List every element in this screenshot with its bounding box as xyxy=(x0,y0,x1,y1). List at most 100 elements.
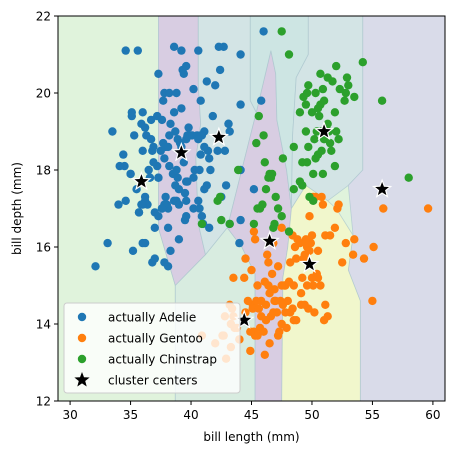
data-point-series-0 xyxy=(165,161,174,171)
data-point-series-2 xyxy=(317,146,326,155)
data-point-series-0 xyxy=(235,238,244,248)
data-point-series-2 xyxy=(213,196,222,205)
data-point-series-2 xyxy=(313,104,323,113)
data-point-series-2 xyxy=(334,135,343,144)
data-point-series-0 xyxy=(161,192,170,202)
data-point-series-0 xyxy=(206,165,215,175)
data-point-series-2 xyxy=(252,138,261,148)
data-point-series-2 xyxy=(254,111,263,121)
x-tick-label: 45 xyxy=(244,408,259,422)
data-point-series-0 xyxy=(163,142,173,152)
data-point-series-0 xyxy=(194,46,203,55)
data-point-series-1 xyxy=(325,231,335,240)
data-point-series-1 xyxy=(295,238,305,248)
data-point-series-1 xyxy=(286,258,295,267)
data-point-series-0 xyxy=(146,135,156,144)
data-point-series-2 xyxy=(315,111,324,121)
data-point-series-2 xyxy=(273,204,283,213)
data-point-series-0 xyxy=(133,46,142,55)
data-point-series-2 xyxy=(304,142,313,152)
data-point-series-0 xyxy=(150,254,159,263)
data-point-series-0 xyxy=(179,158,188,167)
data-point-series-0 xyxy=(200,142,209,152)
data-point-series-0 xyxy=(149,158,158,167)
data-point-series-0 xyxy=(220,146,230,155)
data-point-series-1 xyxy=(241,254,250,263)
data-point-series-0 xyxy=(169,108,179,117)
x-tick-label: 55 xyxy=(365,408,380,422)
data-point-series-1 xyxy=(253,331,262,340)
data-point-series-2 xyxy=(332,127,341,136)
data-point-series-1 xyxy=(243,296,253,306)
data-point-series-2 xyxy=(309,196,318,205)
data-point-series-2 xyxy=(404,173,413,182)
data-point-series-2 xyxy=(327,146,336,155)
data-point-series-0 xyxy=(153,111,162,121)
data-point-series-0 xyxy=(259,27,268,36)
data-point-series-0 xyxy=(194,196,203,205)
data-point-series-2 xyxy=(318,169,328,179)
data-point-series-0 xyxy=(174,200,184,209)
data-point-series-2 xyxy=(316,69,325,79)
data-point-series-0 xyxy=(205,154,214,163)
data-point-series-1 xyxy=(282,323,291,333)
x-tick-label: 40 xyxy=(183,408,198,422)
legend-label-2: actually Chinstrap xyxy=(108,353,217,367)
data-point-series-0 xyxy=(115,161,124,171)
data-point-series-1 xyxy=(305,212,314,221)
data-point-series-1 xyxy=(229,273,238,282)
data-point-series-1 xyxy=(267,269,277,279)
data-point-series-1 xyxy=(307,231,317,240)
x-tick-label: 50 xyxy=(304,408,319,422)
data-point-series-2 xyxy=(318,84,328,94)
data-point-series-1 xyxy=(277,223,286,232)
data-point-series-0 xyxy=(182,61,191,71)
data-point-series-0 xyxy=(214,42,223,51)
cluster-center-marker xyxy=(299,253,320,273)
data-point-series-2 xyxy=(260,158,269,167)
data-point-series-0 xyxy=(180,188,190,198)
data-point-series-2 xyxy=(259,131,268,140)
data-point-series-1 xyxy=(304,304,313,313)
data-point-series-0 xyxy=(221,181,231,190)
data-point-series-1 xyxy=(254,304,263,313)
data-point-series-0 xyxy=(103,238,112,248)
data-point-series-1 xyxy=(257,312,266,321)
data-point-series-0 xyxy=(154,69,163,79)
data-point-series-1 xyxy=(246,346,255,356)
data-point-series-0 xyxy=(91,262,100,271)
data-point-series-1 xyxy=(313,273,323,282)
data-point-series-0 xyxy=(154,212,163,221)
data-point-series-0 xyxy=(144,165,153,175)
cluster-center-marker xyxy=(371,178,393,198)
data-point-series-0 xyxy=(184,123,193,132)
data-point-series-1 xyxy=(298,273,307,282)
data-point-series-0 xyxy=(150,223,159,232)
data-point-series-2 xyxy=(340,96,349,105)
data-point-series-0 xyxy=(165,131,174,140)
data-point-series-0 xyxy=(127,108,136,117)
y-tick-label: 22 xyxy=(36,10,51,24)
data-point-series-1 xyxy=(292,316,301,325)
data-point-series-0 xyxy=(157,204,167,213)
data-point-series-1 xyxy=(334,200,343,209)
data-point-series-2 xyxy=(330,108,340,117)
data-point-series-1 xyxy=(313,246,323,255)
data-point-series-2 xyxy=(261,185,271,194)
data-point-series-1 xyxy=(330,223,340,232)
data-point-series-2 xyxy=(289,185,298,194)
data-point-series-0 xyxy=(208,111,217,121)
cluster-center-marker xyxy=(208,126,230,146)
data-point-series-0 xyxy=(236,50,245,59)
legend-marker-1 xyxy=(77,333,87,343)
data-point-series-0 xyxy=(195,165,204,175)
data-point-series-0 xyxy=(202,77,211,86)
data-point-series-0 xyxy=(205,223,214,232)
data-point-series-0 xyxy=(189,84,198,94)
data-point-series-1 xyxy=(292,254,301,263)
y-axis-label: bill depth (mm) xyxy=(10,162,24,255)
data-point-series-0 xyxy=(202,181,211,190)
data-point-series-0 xyxy=(172,88,181,98)
data-point-series-2 xyxy=(342,73,352,82)
